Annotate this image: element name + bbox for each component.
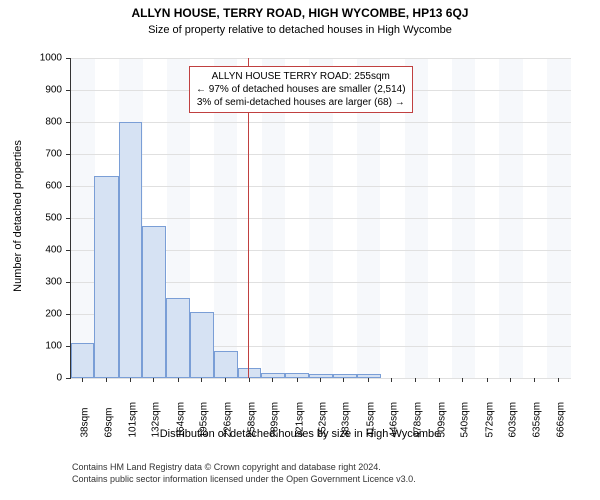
histogram-bar (214, 351, 237, 378)
xtick-label: 446sqm (389, 392, 400, 438)
annotation-line-2: ← 97% of detached houses are smaller (2,… (196, 83, 406, 96)
xtick-label: 666sqm (555, 392, 566, 438)
xtick-mark (82, 378, 83, 382)
ytick-mark (66, 122, 70, 123)
xtick-mark (272, 378, 273, 382)
xtick-label: 509sqm (436, 392, 447, 438)
histogram-bar (142, 226, 166, 378)
gridline (71, 186, 571, 187)
xtick-mark (201, 378, 202, 382)
ytick-mark (66, 90, 70, 91)
ytick-mark (66, 186, 70, 187)
ytick-label: 400 (22, 245, 62, 256)
xtick-label: 572sqm (484, 392, 495, 438)
ytick-label: 800 (22, 117, 62, 128)
xtick-mark (534, 378, 535, 382)
gridline (71, 58, 571, 59)
xtick-label: 258sqm (246, 392, 257, 438)
xtick-mark (368, 378, 369, 382)
xtick-mark (439, 378, 440, 382)
ytick-label: 700 (22, 149, 62, 160)
footer-line-1: Contains HM Land Registry data © Crown c… (72, 462, 381, 472)
xtick-label: 289sqm (270, 392, 281, 438)
xtick-label: 226sqm (222, 392, 233, 438)
gridline (71, 154, 571, 155)
gridline (71, 218, 571, 219)
xtick-label: 635sqm (532, 392, 543, 438)
xtick-mark (320, 378, 321, 382)
xtick-mark (297, 378, 298, 382)
xtick-mark (249, 378, 250, 382)
xtick-mark (153, 378, 154, 382)
xtick-mark (343, 378, 344, 382)
histogram-bar (238, 368, 261, 378)
chart-container: { "chart": { "type": "histogram", "title… (0, 0, 600, 500)
xtick-mark (106, 378, 107, 382)
xtick-label: 69sqm (103, 392, 114, 438)
ytick-mark (66, 282, 70, 283)
xtick-mark (178, 378, 179, 382)
histogram-bar (166, 298, 189, 378)
annotation-line-1: ALLYN HOUSE TERRY ROAD: 255sqm (196, 70, 406, 83)
ytick-mark (66, 154, 70, 155)
ytick-label: 500 (22, 213, 62, 224)
xtick-mark (415, 378, 416, 382)
ytick-label: 100 (22, 341, 62, 352)
gridline (71, 122, 571, 123)
xtick-mark (391, 378, 392, 382)
xtick-label: 321sqm (294, 392, 305, 438)
histogram-bar (71, 343, 94, 378)
xtick-label: 101sqm (127, 392, 138, 438)
ytick-mark (66, 378, 70, 379)
xtick-mark (462, 378, 463, 382)
xtick-mark (225, 378, 226, 382)
ytick-label: 0 (22, 373, 62, 384)
ytick-mark (66, 314, 70, 315)
xtick-mark (130, 378, 131, 382)
xtick-label: 132sqm (151, 392, 162, 438)
histogram-bar (94, 176, 118, 378)
xtick-label: 603sqm (508, 392, 519, 438)
ytick-mark (66, 346, 70, 347)
footer-line-2: Contains public sector information licen… (72, 474, 416, 484)
histogram-bar (333, 374, 356, 378)
xtick-label: 540sqm (460, 392, 471, 438)
chart-title: ALLYN HOUSE, TERRY ROAD, HIGH WYCOMBE, H… (0, 6, 600, 20)
ytick-label: 900 (22, 85, 62, 96)
ytick-label: 1000 (22, 53, 62, 64)
xtick-label: 352sqm (318, 392, 329, 438)
annotation-line-3: 3% of semi-detached houses are larger (6… (196, 96, 406, 109)
xtick-mark (510, 378, 511, 382)
histogram-bar (119, 122, 142, 378)
xtick-label: 195sqm (199, 392, 210, 438)
xtick-label: 164sqm (175, 392, 186, 438)
ytick-mark (66, 218, 70, 219)
xtick-label: 38sqm (80, 392, 91, 438)
histogram-bar (190, 312, 214, 378)
plot-area: ALLYN HOUSE TERRY ROAD: 255sqm← 97% of d… (70, 58, 571, 379)
xtick-mark (487, 378, 488, 382)
ytick-label: 200 (22, 309, 62, 320)
xtick-label: 415sqm (365, 392, 376, 438)
xtick-label: 478sqm (413, 392, 424, 438)
xtick-mark (558, 378, 559, 382)
ytick-mark (66, 250, 70, 251)
ytick-label: 300 (22, 277, 62, 288)
gridline (71, 378, 571, 379)
xtick-label: 383sqm (341, 392, 352, 438)
chart-subtitle: Size of property relative to detached ho… (0, 24, 600, 36)
ytick-label: 600 (22, 181, 62, 192)
annotation-box: ALLYN HOUSE TERRY ROAD: 255sqm← 97% of d… (189, 66, 413, 113)
ytick-mark (66, 58, 70, 59)
